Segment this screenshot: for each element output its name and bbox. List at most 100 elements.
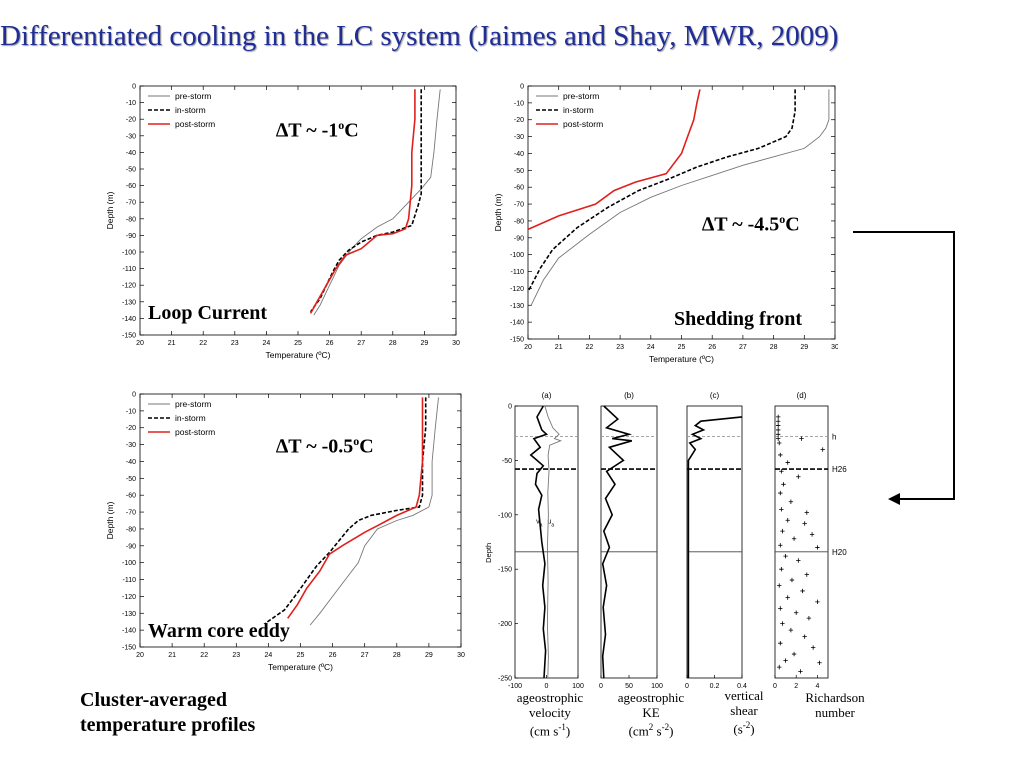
- y-tick-label: -60: [514, 185, 524, 192]
- legend-label-post-storm: post-storm: [175, 427, 215, 437]
- x-tick-label: 25: [297, 652, 305, 659]
- series-pre-storm: [309, 397, 439, 626]
- ri-point: [779, 567, 784, 572]
- xcaption-velocity: ageostrophic velocity (cm s-1): [516, 690, 584, 739]
- ri-point: [817, 660, 822, 665]
- series-label-ua: ua: [547, 519, 554, 529]
- ri-point: [788, 627, 794, 633]
- x-tick-label: 24: [647, 344, 655, 351]
- x-tick-label: 27: [361, 652, 369, 659]
- plot-frame-richardson-number: [774, 405, 829, 679]
- ri-point: [777, 583, 782, 588]
- series-shear: [687, 416, 743, 678]
- y-tick-label: -50: [126, 476, 136, 483]
- y-tick-label: -110: [123, 577, 137, 584]
- ri-point: [809, 532, 815, 537]
- ri-point: [778, 452, 783, 458]
- x-tick-label: 22: [586, 344, 594, 351]
- ri-point: [799, 436, 804, 441]
- ri-point: [778, 543, 783, 548]
- x-tick-label: 26: [326, 340, 334, 347]
- x-tick-label: 21: [555, 344, 563, 351]
- ri-point: [775, 419, 781, 424]
- legend-label-post-storm: post-storm: [563, 119, 603, 129]
- y-tick-label: -110: [511, 269, 525, 276]
- y-tick-label: -60: [126, 183, 136, 190]
- y-tick-label: -30: [126, 133, 136, 140]
- ri-point: [775, 436, 781, 441]
- xcaption-shear: vertical shear (s-2): [724, 688, 764, 737]
- ri-point: [794, 610, 799, 615]
- x-tick-label: 27: [739, 344, 747, 351]
- x-tick-label: 2: [794, 683, 798, 690]
- x-axis-label: Temperature (ºC): [266, 350, 331, 360]
- x-tick-label: 26: [329, 652, 337, 659]
- y-tick-label: -70: [126, 200, 136, 207]
- y-tick-label: -110: [123, 266, 137, 273]
- series-ke: [601, 405, 633, 679]
- delta-t-shedding-front: ∆T ~ -4.5oC: [702, 212, 800, 236]
- ri-point: [800, 588, 805, 594]
- ri-point: [806, 615, 812, 621]
- x-tick-label: 26: [708, 344, 716, 351]
- x-tick-label: 27: [357, 340, 365, 347]
- x-tick-label: 30: [831, 344, 838, 351]
- connector-arrow: [853, 231, 955, 505]
- y-tick-label: -120: [510, 286, 524, 293]
- ri-point: [789, 577, 795, 583]
- slide-title: Differentiated cooling in the LC system …: [0, 20, 839, 52]
- y-tick-label: -120: [122, 594, 136, 601]
- y-axis-label: Depth (m): [493, 193, 503, 231]
- y-tick-label: -140: [122, 628, 136, 635]
- x-axis-label: Temperature (ºC): [268, 662, 333, 672]
- x-tick-label: 28: [770, 344, 778, 351]
- x-tick-label: 0: [773, 683, 777, 690]
- label-warm-core-eddy: Warm core eddy: [148, 620, 290, 642]
- x-tick-label: 29: [800, 344, 808, 351]
- y-tick-label: -60: [126, 493, 136, 500]
- summary-caption: Cluster-averaged temperature profiles: [80, 689, 256, 736]
- x-tick-label: 100: [572, 683, 584, 690]
- ri-point: [815, 599, 820, 605]
- label-shedding-front: Shedding front: [674, 308, 803, 330]
- ri-point: [804, 510, 809, 515]
- y-tick-label: -30: [126, 442, 136, 449]
- x-tick-label: 100: [651, 683, 663, 690]
- ri-point: [775, 414, 781, 420]
- ri-point: [780, 528, 785, 534]
- x-axis-label: Temperature (ºC): [649, 354, 714, 364]
- ri-point: [775, 432, 781, 437]
- series-in-storm: [527, 89, 796, 293]
- delta-t-loop-current: ∆T ~ -1oC: [276, 118, 359, 142]
- y-tick-label: -70: [514, 202, 524, 209]
- ri-point: [783, 658, 788, 663]
- panel-warm-core-eddy: 0 -10 -20 -30 -40 -50 -60 -70 -80 -90 -100 -110 -120…: [100, 386, 470, 676]
- ri-point: [796, 558, 801, 563]
- y-tick-label: -150: [122, 333, 136, 340]
- y-tick-label: -70: [126, 510, 136, 517]
- panel-shedding-front: 0 -10 -20 -30 -40 -50 -60 -70 -80 -90 -100 -110 -120…: [488, 78, 839, 368]
- y-tick-label: -30: [514, 134, 524, 141]
- y-tick-label: -140: [510, 320, 524, 327]
- legend-label-pre-storm: pre-storm: [563, 91, 599, 101]
- x-tick-label: 23: [232, 652, 240, 659]
- x-tick-label: -100: [508, 683, 522, 690]
- y-tick-label: -130: [122, 611, 136, 618]
- y-tick-label: -90: [126, 233, 136, 240]
- y-tick-label: -20: [514, 117, 524, 124]
- xcaption-ke: ageostrophic KE (cm2 s-2): [617, 690, 685, 739]
- legend-label-post-storm: post-storm: [175, 119, 215, 129]
- ri-point: [778, 640, 783, 646]
- y-tick-label: 0: [520, 84, 524, 91]
- y-tick-label: -50: [126, 167, 136, 174]
- y-tick-label: -140: [122, 316, 136, 323]
- y-tick-label: -250: [498, 676, 512, 683]
- y-tick-label: -130: [510, 303, 524, 310]
- ri-point: [802, 521, 807, 526]
- y-tick-label: -100: [122, 250, 136, 257]
- x-tick-label: 23: [616, 344, 624, 351]
- x-tick-label: 22: [200, 652, 208, 659]
- depth-label-H26: H26: [832, 465, 847, 474]
- ri-point: [804, 572, 809, 577]
- panel-tag-ageostrophic-velocity: (a): [542, 391, 552, 400]
